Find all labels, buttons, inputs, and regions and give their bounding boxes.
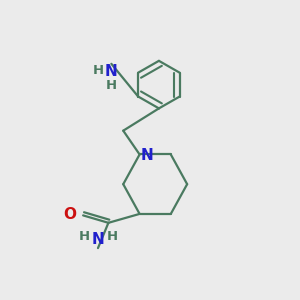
Text: N: N [92,232,104,247]
Text: H: H [92,64,104,77]
Text: O: O [64,207,76,222]
Text: N: N [105,64,118,80]
Text: N: N [141,148,154,163]
Text: H: H [79,230,90,243]
Text: H: H [106,79,117,92]
Text: H: H [107,230,118,243]
